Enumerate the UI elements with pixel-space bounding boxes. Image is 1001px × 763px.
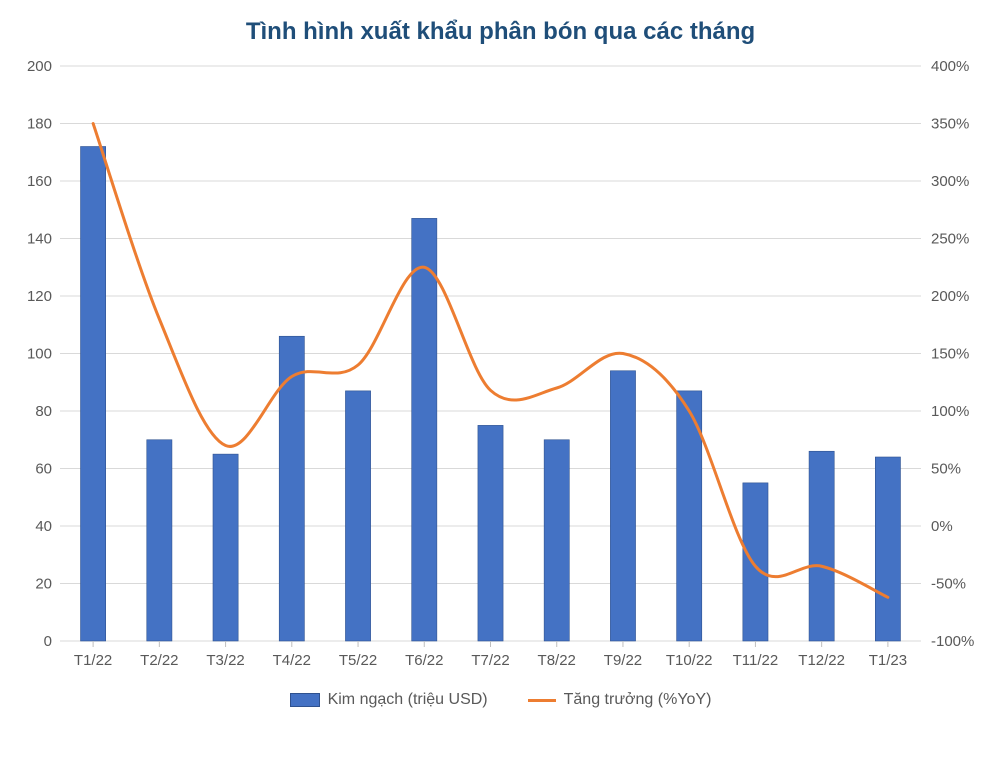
- svg-text:T4/22: T4/22: [273, 652, 311, 669]
- svg-text:80: 80: [35, 403, 52, 420]
- legend-swatch-line: [528, 699, 556, 702]
- svg-text:T5/22: T5/22: [339, 652, 377, 669]
- svg-text:250%: 250%: [931, 231, 969, 248]
- svg-text:T7/22: T7/22: [471, 652, 509, 669]
- bar: [743, 483, 768, 641]
- bar: [147, 440, 172, 641]
- bar: [610, 371, 635, 641]
- svg-text:20: 20: [35, 576, 52, 593]
- bar: [345, 391, 370, 641]
- svg-text:150%: 150%: [931, 346, 969, 363]
- svg-text:T1/22: T1/22: [74, 652, 112, 669]
- legend-item-bar: Kim ngạch (triệu USD): [290, 691, 488, 709]
- svg-text:120: 120: [27, 288, 52, 305]
- svg-text:40: 40: [35, 518, 52, 535]
- chart-legend: Kim ngạch (triệu USD) Tăng trưởng (%YoY): [0, 691, 1001, 709]
- svg-text:-100%: -100%: [931, 633, 974, 650]
- svg-text:0%: 0%: [931, 518, 953, 535]
- chart-container: Tình hình xuất khẩu phân bón qua các thá…: [0, 18, 1001, 763]
- svg-text:T8/22: T8/22: [538, 652, 576, 669]
- bar: [412, 218, 437, 641]
- svg-text:T2/22: T2/22: [140, 652, 178, 669]
- bar: [213, 454, 238, 641]
- bar: [809, 451, 834, 641]
- svg-text:200%: 200%: [931, 288, 969, 305]
- legend-label-line: Tăng trưởng (%YoY): [564, 691, 712, 709]
- svg-text:160: 160: [27, 173, 52, 190]
- svg-text:T1/23: T1/23: [869, 652, 907, 669]
- bar: [875, 457, 900, 641]
- bar: [279, 336, 304, 641]
- bar: [544, 440, 569, 641]
- svg-text:140: 140: [27, 231, 52, 248]
- svg-text:60: 60: [35, 461, 52, 478]
- chart-title: Tình hình xuất khẩu phân bón qua các thá…: [0, 18, 1001, 46]
- bar: [81, 147, 106, 642]
- svg-text:200: 200: [27, 58, 52, 75]
- svg-text:100%: 100%: [931, 403, 969, 420]
- svg-text:50%: 50%: [931, 461, 961, 478]
- svg-text:T3/22: T3/22: [206, 652, 244, 669]
- svg-text:180: 180: [27, 116, 52, 133]
- svg-text:400%: 400%: [931, 58, 969, 75]
- svg-text:T6/22: T6/22: [405, 652, 443, 669]
- chart-plot: 0 20 40 60 80 100 120 140 160 180 200 -100% -50% 0% 50…: [0, 46, 1001, 691]
- legend-label-bar: Kim ngạch (triệu USD): [328, 691, 488, 709]
- legend-item-line: Tăng trưởng (%YoY): [528, 691, 712, 709]
- svg-text:0: 0: [44, 633, 52, 650]
- svg-text:T11/22: T11/22: [733, 652, 779, 669]
- svg-text:100: 100: [27, 346, 52, 363]
- svg-text:T12/22: T12/22: [798, 652, 845, 669]
- svg-text:T9/22: T9/22: [604, 652, 642, 669]
- svg-text:-50%: -50%: [931, 576, 966, 593]
- svg-text:T10/22: T10/22: [666, 652, 713, 669]
- svg-text:350%: 350%: [931, 116, 969, 133]
- legend-swatch-bar: [290, 693, 320, 707]
- bar: [478, 425, 503, 641]
- svg-text:300%: 300%: [931, 173, 969, 190]
